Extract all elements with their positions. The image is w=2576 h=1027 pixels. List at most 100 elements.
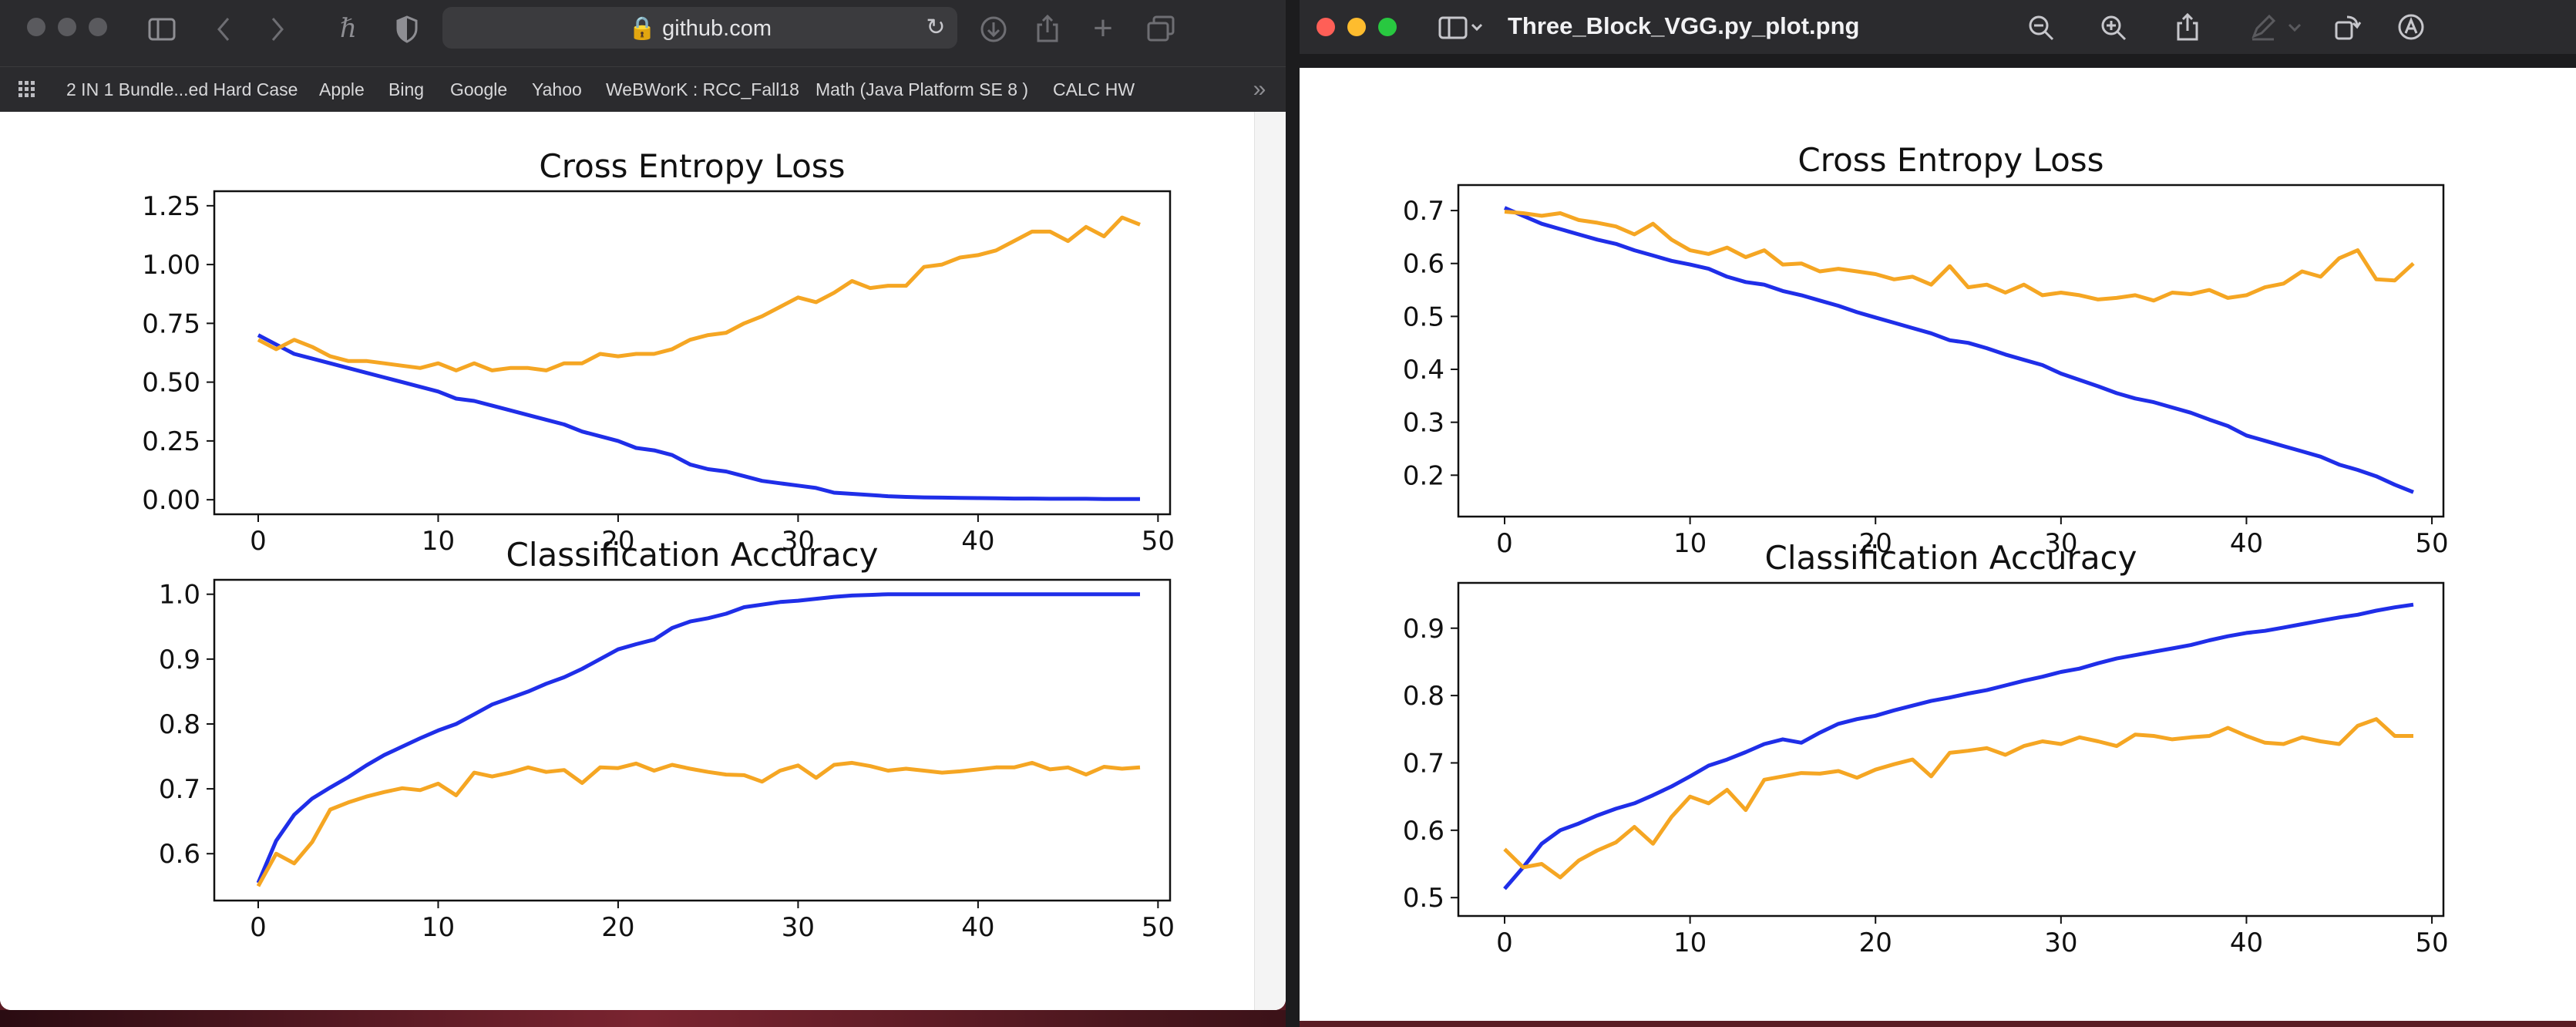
bookmark-bundle-case[interactable]: 2 IN 1 Bundle...ed Hard Case bbox=[66, 79, 298, 99]
y-tick-label: 0.5 bbox=[1403, 301, 1444, 332]
y-tick-label: 0.5 bbox=[1403, 883, 1444, 914]
x-tick-label: 50 bbox=[2415, 528, 2448, 559]
y-tick-label: 0.25 bbox=[142, 426, 200, 457]
safari-figure: Cross Entropy Loss 0 10 20 30 40 50 0.00 0.25 0.5… bbox=[142, 147, 1175, 943]
x-tick-label: 10 bbox=[422, 912, 455, 943]
markup-pen-icon[interactable] bbox=[2246, 9, 2280, 45]
y-tick-label: 0.4 bbox=[1403, 355, 1444, 386]
y-tick-label: 1.0 bbox=[159, 580, 200, 611]
chart-title: Classification Accuracy bbox=[1765, 539, 2137, 577]
x-tick-label: 0 bbox=[1496, 928, 1513, 958]
zoom-button[interactable] bbox=[1378, 18, 1397, 36]
bookmark-yahoo[interactable]: Yahoo bbox=[532, 79, 582, 99]
y-tick-label: 0.00 bbox=[142, 485, 200, 516]
close-button[interactable] bbox=[27, 18, 45, 36]
y-tick-label: 0.9 bbox=[1403, 614, 1444, 645]
minimize-button[interactable] bbox=[1347, 18, 1366, 36]
y-tick-label: 0.7 bbox=[1403, 748, 1444, 779]
series-line-validation bbox=[257, 215, 1141, 372]
grid-icon[interactable] bbox=[17, 78, 42, 101]
plot-frame bbox=[213, 190, 1172, 516]
y-tick-label: 0.6 bbox=[159, 839, 200, 870]
share-icon[interactable] bbox=[2171, 9, 2204, 45]
x-tick-label: 10 bbox=[1673, 928, 1707, 958]
bookmark-calc-hw[interactable]: CALC HW bbox=[1053, 79, 1135, 99]
x-tick-label: 20 bbox=[601, 526, 634, 557]
preview-toolbar: Three_Block_VGG.py_plot.png bbox=[1300, 0, 2576, 54]
address-bar[interactable]: 🔒 github.com ↻ bbox=[442, 7, 957, 49]
download-icon[interactable] bbox=[977, 12, 1010, 46]
annotate-icon[interactable] bbox=[2394, 9, 2428, 45]
plot-frame bbox=[1457, 184, 2445, 518]
x-tick-label: 0 bbox=[250, 526, 267, 557]
y-tick-label: 1.00 bbox=[142, 250, 200, 281]
x-tick-label: 20 bbox=[1859, 928, 1892, 958]
markup-chevron-down-icon[interactable] bbox=[2283, 14, 2306, 42]
y-tick-label: 0.75 bbox=[142, 308, 200, 339]
y-tick-label: 0.8 bbox=[1403, 681, 1444, 712]
sidebar-toggle-icon[interactable] bbox=[1437, 12, 1486, 43]
series-line-validation bbox=[1504, 210, 2415, 303]
safari-page: Cross Entropy Loss 0 10 20 30 40 50 0.00 0.25 0.5… bbox=[0, 112, 1286, 1010]
chart-title: Cross Entropy Loss bbox=[1797, 141, 2104, 179]
preview-figure: Cross Entropy Loss 0 10 20 30 40 50 0.2 0.3 0.4 0.… bbox=[1403, 141, 2449, 958]
x-tick-label: 40 bbox=[2230, 528, 2263, 559]
y-tick-label: 0.7 bbox=[1403, 196, 1444, 227]
address-url: github.com bbox=[662, 16, 772, 41]
y-tick-label: 0.6 bbox=[1403, 816, 1444, 847]
scroll-track[interactable] bbox=[1254, 112, 1286, 1010]
preview-toolbar-edge bbox=[1300, 54, 2576, 68]
x-tick-label: 40 bbox=[961, 526, 994, 557]
series-line-validation bbox=[1503, 717, 2413, 880]
tab-overview-icon[interactable] bbox=[1144, 11, 1178, 46]
bookmark-webwork[interactable]: WeBWorK : RCC_Fall18 bbox=[606, 79, 799, 99]
y-tick-label: 0.8 bbox=[159, 709, 200, 740]
address-text: 🔒 github.com bbox=[627, 16, 772, 41]
y-tick-label: 0.2 bbox=[1403, 460, 1444, 491]
window-divider bbox=[1286, 0, 1300, 1027]
rotate-icon[interactable] bbox=[2331, 9, 2365, 45]
y-tick-label: 0.6 bbox=[1403, 249, 1444, 280]
x-tick-label: 30 bbox=[2044, 928, 2077, 958]
x-tick-label: 40 bbox=[2230, 928, 2263, 958]
forward-icon[interactable] bbox=[264, 14, 291, 45]
x-tick-label: 30 bbox=[2044, 528, 2077, 559]
shield-icon[interactable] bbox=[392, 12, 422, 46]
bookmark-java-math[interactable]: Math (Java Platform SE 8 ) bbox=[816, 79, 1029, 99]
reload-icon[interactable]: ↻ bbox=[926, 15, 946, 40]
share-icon[interactable] bbox=[1031, 11, 1064, 46]
new-tab-icon[interactable]: + bbox=[1093, 9, 1113, 47]
zoom-in-icon[interactable] bbox=[2097, 11, 2130, 45]
y-tick-label: 0.9 bbox=[159, 645, 200, 675]
x-tick-label: 30 bbox=[782, 912, 815, 943]
chart-title: Classification Accuracy bbox=[506, 536, 879, 574]
bookmark-apple[interactable]: Apple bbox=[319, 79, 365, 99]
bookmark-bing[interactable]: Bing bbox=[388, 79, 425, 99]
close-button[interactable] bbox=[1317, 18, 1335, 36]
x-tick-label: 0 bbox=[1496, 528, 1513, 559]
preview-window: Three_Block_VGG.py_plot.png Cross Entrop… bbox=[1300, 0, 2576, 1021]
sidebar-icon[interactable] bbox=[146, 14, 177, 45]
bookmark-google[interactable]: Google bbox=[450, 79, 508, 99]
zoom-out-icon[interactable] bbox=[2024, 11, 2058, 45]
chart-loss-safari: Cross Entropy Loss 0 10 20 30 40 50 0.00 0.25 0.5… bbox=[142, 147, 1175, 557]
zoom-button[interactable] bbox=[89, 18, 107, 36]
y-tick-label: 1.25 bbox=[142, 191, 200, 222]
plot-frame bbox=[213, 578, 1172, 902]
series-line-train bbox=[1503, 602, 2414, 891]
bookmarks-overflow-icon[interactable]: » bbox=[1253, 76, 1266, 102]
extension-h-icon[interactable]: ℏ bbox=[340, 13, 357, 44]
preview-page: Cross Entropy Loss 0 10 20 30 40 50 0.2 0.3 0.4 0.… bbox=[1300, 68, 2576, 1021]
x-tick-label: 40 bbox=[961, 912, 994, 943]
bookmarks-bar: 2 IN 1 Bundle...ed Hard Case Apple Bing … bbox=[0, 66, 1286, 113]
x-tick-label: 50 bbox=[1142, 526, 1175, 557]
x-tick-label: 0 bbox=[250, 912, 267, 943]
document-title: Three_Block_VGG.py_plot.png bbox=[1508, 12, 1860, 39]
minimize-button[interactable] bbox=[58, 18, 76, 36]
x-tick-label: 20 bbox=[601, 912, 634, 943]
x-tick-label: 30 bbox=[782, 526, 815, 557]
back-icon[interactable] bbox=[210, 14, 237, 45]
chart-title: Cross Entropy Loss bbox=[539, 147, 845, 185]
series-line-train bbox=[256, 592, 1140, 884]
series-line-train bbox=[257, 333, 1140, 501]
